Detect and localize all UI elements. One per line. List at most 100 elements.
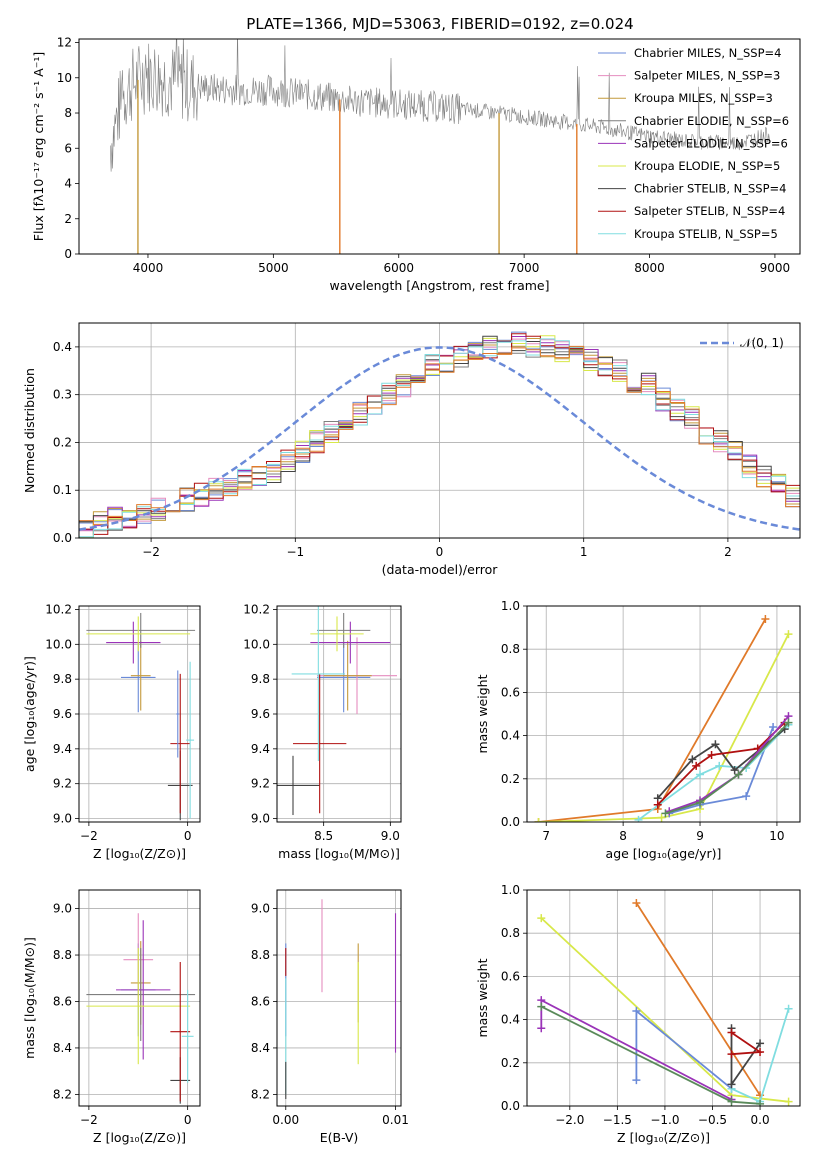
series-point	[653, 800, 662, 809]
x-axis-label: mass [log₁₀(M/M⊙)]	[278, 846, 400, 861]
y-tick-label: 0.3	[53, 388, 72, 402]
y-tick-label: 9.0	[251, 812, 270, 826]
y-axis-label: mass [log₁₀(M/M⊙)]	[22, 937, 37, 1059]
x-tick-label: −1.0	[650, 1113, 679, 1127]
series-point	[692, 761, 701, 770]
series-point	[727, 1028, 736, 1037]
x-tick-label: 0	[184, 829, 192, 843]
series-point	[784, 1097, 793, 1106]
axes-frame	[78, 38, 801, 255]
series-point	[715, 761, 724, 770]
chart-title: PLATE=1366, MJD=53063, FIBERID=0192, z=0…	[246, 15, 633, 33]
y-axis-label: Flux [fλ10⁻¹⁷ erg cm⁻² s⁻¹ A⁻¹]	[31, 52, 46, 241]
series-point	[632, 898, 641, 907]
axes-frame	[276, 889, 402, 1107]
series-point	[734, 770, 743, 779]
x-tick-label: 0.0	[751, 1113, 770, 1127]
legend: Chabrier MILES, N_SSP=4 Salpeter MILES, N…	[598, 46, 789, 241]
x-axis-label: (data-model)/error	[382, 562, 499, 577]
series-point	[756, 1099, 765, 1106]
y-tick-label: 1.0	[501, 883, 520, 897]
x-tick-label: −2	[142, 545, 160, 559]
y-axis-label: age [log₁₀(age/yr)]	[22, 656, 37, 772]
y-tick-label: 10.2	[243, 602, 270, 616]
legend-entry: Salpeter MILES, N_SSP=3	[634, 69, 780, 83]
errorbar-area	[277, 606, 397, 816]
series-point	[707, 751, 716, 760]
histogram-series	[79, 345, 800, 525]
panel-0: 4000 5000 6000 7000 8000 9000 0 2 4 6 8 10 12 wavelen…	[31, 36, 801, 293]
legend-entry: Kroupa STELIB, N_SSP=5	[634, 227, 778, 241]
panel-2: −2 0 9.0 9.2 9.4 9.6 9.8 10.0 10.2 Z [log₁₀(Z/Z⊙)…	[22, 602, 201, 861]
y-tick-label: 8.2	[251, 1087, 270, 1101]
x-axis-label: Z [log₁₀(Z/Z⊙)]	[93, 1130, 186, 1145]
axes-frame	[526, 605, 801, 823]
axes-frame	[276, 605, 402, 823]
y-tick-label: 8.6	[53, 994, 72, 1008]
y-tick-label: 9.8	[251, 672, 270, 686]
x-tick-label: 8000	[634, 261, 665, 275]
y-tick-label: 2	[64, 212, 72, 226]
series-point	[632, 1076, 641, 1085]
series-point	[632, 1006, 641, 1015]
series-point	[711, 740, 720, 749]
y-tick-label: 9.6	[53, 707, 72, 721]
y-tick-label: 0.6	[501, 969, 520, 983]
x-tick-label: 9	[696, 829, 704, 843]
x-tick-label: 10	[769, 829, 784, 843]
series-point	[688, 755, 697, 764]
series-point	[784, 630, 793, 639]
legend-entry: 𝒩(0, 1)	[740, 336, 784, 350]
y-tick-label: 10.0	[243, 637, 270, 651]
y-tick-label: 0.6	[501, 685, 520, 699]
x-axis-label: Z [log₁₀(Z/Z⊙)]	[617, 1130, 710, 1145]
series-point	[784, 718, 793, 727]
panel-6: 0.00 0.01 8.2 8.4 8.6 8.8 9.0 E(B-V)	[251, 889, 409, 1145]
panel-1: −2 −1 0 1 2 0.0 0.1 0.2 0.3 0.4 (data-model)/error…	[22, 322, 801, 577]
legend-entry: Chabrier MILES, N_SSP=4	[634, 46, 781, 60]
legend-entry: Salpeter ELODIE, N_SSP=6	[634, 136, 788, 150]
y-tick-label: 8	[64, 106, 72, 120]
series-point	[756, 1048, 765, 1056]
x-tick-label: −2.0	[555, 1113, 584, 1127]
series-line	[635, 902, 761, 1096]
y-tick-label: 10	[57, 71, 72, 85]
series-point	[696, 770, 705, 779]
spectrum-area	[110, 39, 770, 254]
hist-area	[79, 331, 800, 538]
x-tick-label: −1	[286, 545, 304, 559]
series-point	[634, 815, 643, 822]
series-point	[661, 809, 670, 818]
normal-curve	[79, 346, 800, 531]
lines-area	[537, 898, 793, 1106]
axes-frame	[78, 322, 801, 539]
y-tick-label: 0.4	[501, 1013, 520, 1027]
x-tick-label: −0.5	[698, 1113, 727, 1127]
panel-4: 7 8 9 10 0.0 0.2 0.4 0.6 0.8 1.0 age [log₁₀(age/yr…	[475, 599, 801, 861]
x-tick-label: 1	[580, 545, 588, 559]
y-tick-label: 9.0	[53, 812, 72, 826]
y-tick-label: 9.0	[251, 902, 270, 916]
x-axis-label: age [log₁₀(age/yr)]	[606, 846, 722, 861]
series-point	[769, 722, 778, 731]
series-point	[537, 1024, 546, 1033]
y-tick-label: 0.1	[53, 483, 72, 497]
y-tick-label: 0.0	[53, 531, 72, 545]
legend-entry: Salpeter STELIB, N_SSP=4	[634, 204, 785, 218]
series-line	[637, 724, 790, 821]
series-point	[727, 1080, 736, 1089]
x-axis-label: wavelength [Angstrom, rest frame]	[329, 278, 549, 293]
x-axis-label: E(B-V)	[320, 1130, 359, 1145]
errorbar-area	[285, 899, 397, 1100]
x-axis-label: Z [log₁₀(Z/Z⊙)]	[93, 846, 186, 861]
y-tick-label: 10.2	[45, 602, 72, 616]
x-tick-label: 2	[724, 545, 732, 559]
x-tick-label: 5000	[258, 261, 289, 275]
y-tick-label: 0.0	[501, 815, 520, 829]
y-tick-label: 9.8	[53, 672, 72, 686]
y-tick-label: 9.0	[53, 902, 72, 916]
series-point	[756, 1039, 765, 1048]
x-tick-label: −2	[80, 1113, 98, 1127]
y-tick-label: 8.4	[53, 1041, 72, 1055]
x-tick-label: 0.00	[272, 1113, 299, 1127]
